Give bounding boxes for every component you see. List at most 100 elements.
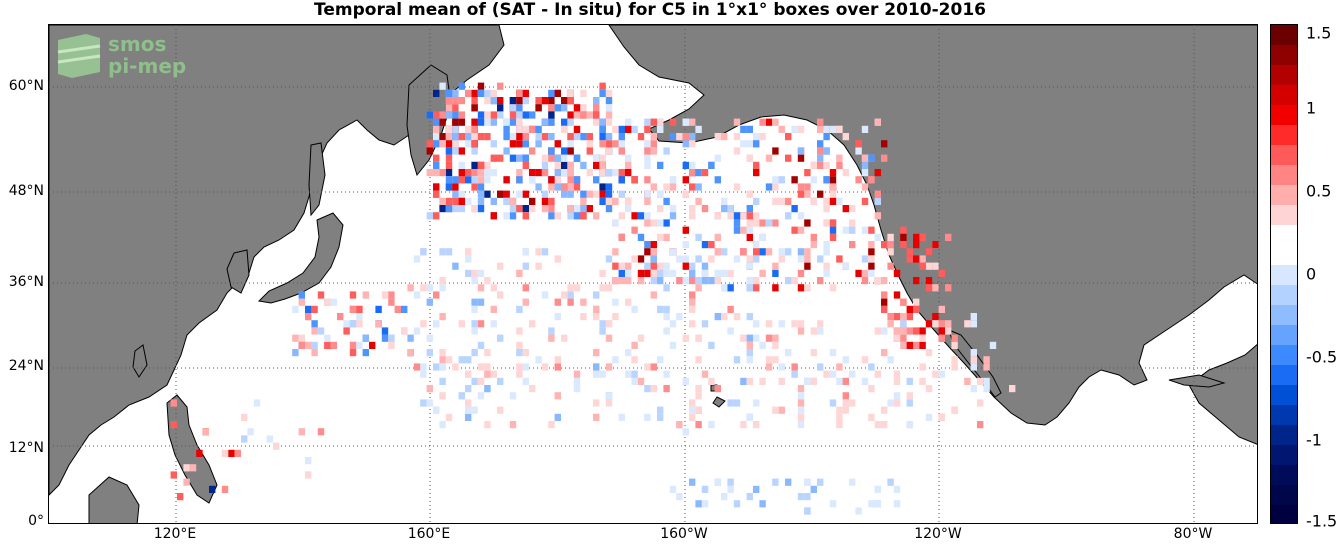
landmass-cuba [1168, 374, 1226, 388]
anomaly-cell [452, 147, 459, 155]
anomaly-cell [644, 140, 651, 148]
anomaly-cell [829, 125, 837, 133]
anomaly-cell [753, 334, 760, 342]
anomaly-cell [490, 111, 497, 119]
anomaly-cell [708, 341, 715, 349]
anomaly-cell [932, 262, 939, 270]
anomaly-cell [887, 241, 894, 249]
anomaly-cell [663, 370, 670, 378]
anomaly-cell [778, 255, 785, 263]
anomaly-cell [925, 248, 933, 256]
anomaly-cell [727, 284, 734, 292]
anomaly-cell [932, 320, 939, 328]
anomaly-cell [650, 277, 657, 285]
anomaly-cell [695, 284, 702, 292]
anomaly-cell [772, 147, 779, 155]
anomaly-cell [573, 284, 581, 292]
anomaly-cell [669, 212, 677, 220]
anomaly-cell [317, 327, 325, 335]
anomaly-cell [567, 176, 574, 184]
lon-label-160w: 160°W [660, 526, 708, 542]
anomaly-cell [477, 205, 485, 213]
anomaly-cell [925, 385, 933, 393]
anomaly-cell [663, 147, 670, 155]
anomaly-cell [631, 356, 638, 364]
landmass-north-america [608, 25, 1257, 445]
anomaly-cell [797, 320, 805, 328]
colorbar-tick-0: 0 [1306, 264, 1317, 284]
anomaly-cell [324, 341, 331, 349]
anomaly-cell [426, 284, 433, 292]
anomaly-cell [817, 140, 824, 148]
anomaly-cell [567, 133, 574, 141]
anomaly-cell [753, 133, 760, 141]
anomaly-cell [349, 341, 357, 349]
anomaly-cell [535, 97, 542, 105]
anomaly-cell [516, 111, 523, 119]
anomaly-cell [753, 485, 760, 493]
anomaly-cell [522, 125, 529, 133]
anomaly-cell [580, 190, 587, 198]
anomaly-cell [356, 320, 363, 328]
colorbar-tick-minus-1.5: -1.5 [1306, 511, 1338, 531]
anomaly-cell [593, 190, 600, 198]
anomaly-cell [465, 176, 472, 184]
anomaly-cell [516, 89, 523, 97]
anomaly-cell [669, 248, 677, 256]
anomaly-cell [785, 197, 792, 205]
anomaly-cell [829, 190, 837, 198]
anomaly-cell [695, 406, 702, 414]
anomaly-cell [759, 233, 766, 241]
anomaly-cell [887, 356, 894, 364]
anomaly-cell [701, 262, 709, 270]
anomaly-cell [964, 377, 971, 385]
anomaly-cell [740, 421, 747, 429]
anomaly-cell [650, 147, 657, 155]
anomaly-cell [740, 140, 747, 148]
anomaly-cell [458, 176, 465, 184]
anomaly-cell [989, 341, 997, 349]
anomaly-cell [861, 169, 869, 177]
anomaly-cell [874, 212, 881, 220]
anomaly-cell [644, 154, 651, 162]
anomaly-cell [810, 327, 817, 335]
anomaly-cell [477, 161, 485, 169]
anomaly-cell [669, 320, 677, 328]
anomaly-cell [714, 176, 721, 184]
anomaly-cell [490, 154, 497, 162]
anomaly-cell [644, 269, 651, 277]
anomaly-cell [561, 154, 568, 162]
anomaly-cell [772, 219, 779, 227]
anomaly-cell [938, 269, 945, 277]
anomaly-cell [701, 241, 709, 249]
anomaly-cell [535, 133, 542, 141]
anomaly-cell [580, 111, 587, 119]
anomaly-cell [554, 212, 561, 220]
anomaly-cell [509, 118, 517, 126]
anomaly-cell [753, 284, 760, 292]
anomaly-cell [490, 118, 497, 126]
anomaly-cell [951, 334, 958, 342]
anomaly-cell [759, 133, 766, 141]
anomaly-cell [465, 255, 472, 263]
anomaly-cell [868, 226, 875, 234]
anomaly-cell [439, 140, 446, 148]
anomaly-cell [477, 284, 485, 292]
anomaly-cell [631, 176, 638, 184]
anomaly-cell [343, 327, 350, 335]
anomaly-cell [471, 183, 478, 191]
anomaly-cell [426, 147, 433, 155]
anomaly-cell [433, 89, 440, 97]
anomaly-cell [689, 406, 696, 414]
anomaly-cell [477, 197, 485, 205]
anomaly-cell [695, 334, 702, 342]
anomaly-cell [593, 161, 600, 169]
anomaly-cell [893, 269, 901, 277]
anomaly-cell [836, 363, 843, 371]
anomaly-cell [234, 449, 241, 457]
anomaly-cell [810, 176, 817, 184]
anomaly-cell [548, 197, 555, 205]
anomaly-cell [740, 377, 747, 385]
anomaly-cell [573, 370, 581, 378]
anomaly-cell [445, 97, 453, 105]
